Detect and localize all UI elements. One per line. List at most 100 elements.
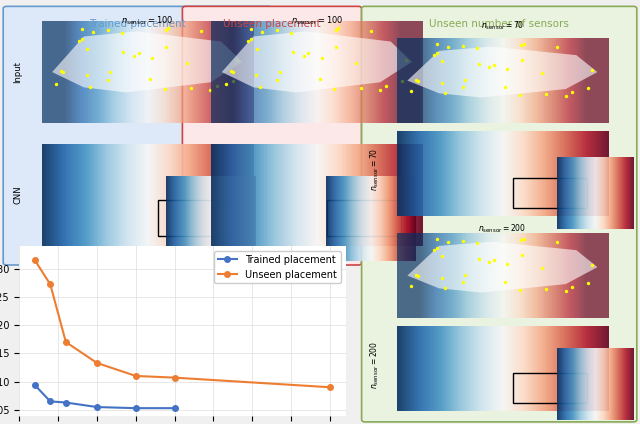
Point (196, 28, 207, 35)
Point (351, 60, 362, 67)
Point (583, 280, 593, 287)
Point (212, 83, 222, 89)
Unseen placement (171, 375, 179, 380)
Point (484, 64, 495, 71)
Point (316, 55, 326, 61)
Point (88, 29, 98, 36)
Trained placement (93, 404, 100, 410)
Point (537, 265, 547, 272)
Point (413, 77, 424, 84)
Point (366, 28, 376, 35)
Point (516, 251, 527, 258)
Point (502, 65, 512, 72)
Point (288, 49, 298, 56)
Point (472, 240, 482, 247)
Point (561, 287, 571, 294)
Point (145, 76, 155, 83)
Text: Unseen number of sensors: Unseen number of sensors (429, 19, 569, 29)
Point (330, 26, 340, 33)
Point (406, 282, 417, 289)
Point (58, 69, 68, 75)
Text: CNN: CNN (13, 186, 22, 204)
Point (182, 60, 192, 67)
Point (275, 68, 285, 75)
Unseen placement (62, 340, 70, 345)
Point (458, 279, 468, 286)
Point (225, 67, 236, 74)
Point (116, 30, 127, 36)
Point (102, 27, 113, 33)
Point (437, 253, 447, 259)
Point (440, 89, 451, 96)
Point (432, 50, 442, 56)
Point (460, 272, 470, 279)
Point (437, 80, 447, 86)
Point (474, 256, 484, 262)
Point (541, 91, 552, 98)
Point (516, 42, 526, 49)
Bar (328, 200, 401, 236)
Point (515, 92, 525, 98)
Polygon shape (408, 47, 598, 98)
Text: Trained placement: Trained placement (89, 19, 186, 29)
Text: Input: Input (13, 61, 22, 83)
Unseen placement (132, 374, 140, 379)
Point (411, 76, 421, 83)
Point (82, 72, 92, 79)
Trained placement (47, 399, 54, 404)
Text: $n_{\mathrm{sensor}} = 70$: $n_{\mathrm{sensor}} = 70$ (481, 19, 524, 32)
Trained placement (31, 382, 38, 388)
Point (333, 25, 343, 32)
Polygon shape (222, 31, 412, 92)
Point (102, 77, 113, 84)
Point (460, 77, 470, 84)
Point (443, 44, 453, 51)
Point (163, 25, 173, 32)
Point (406, 87, 417, 94)
Point (432, 245, 442, 251)
Line: Unseen placement: Unseen placement (32, 257, 333, 390)
Legend: Trained placement, Unseen placement: Trained placement, Unseen placement (214, 251, 340, 283)
Point (161, 26, 171, 33)
Point (432, 236, 442, 243)
Point (432, 41, 442, 47)
Point (537, 70, 547, 77)
Line: Trained placement: Trained placement (32, 382, 177, 411)
Text: $n_{\mathrm{sensor}} = 100$: $n_{\mathrm{sensor}} = 100$ (121, 15, 173, 28)
Point (74, 38, 84, 45)
Point (51, 81, 61, 88)
Point (299, 53, 309, 60)
Point (252, 72, 262, 79)
Point (329, 86, 339, 93)
Point (515, 287, 525, 293)
Text: Unseen placement: Unseen placement (223, 19, 321, 29)
Point (252, 45, 262, 52)
Point (221, 81, 231, 88)
Point (583, 85, 593, 92)
Point (303, 50, 314, 56)
Point (429, 51, 439, 58)
Point (255, 83, 265, 90)
Point (257, 29, 268, 36)
Point (314, 76, 324, 83)
Bar (513, 178, 587, 208)
Point (246, 36, 257, 42)
Trained placement (132, 406, 140, 411)
Point (272, 27, 282, 33)
Point (85, 83, 95, 90)
Point (489, 256, 499, 263)
Point (105, 68, 115, 75)
Point (118, 49, 129, 56)
Text: $n_{\mathrm{sensor}} = 200$: $n_{\mathrm{sensor}} = 200$ (368, 340, 381, 389)
Point (243, 38, 253, 45)
Point (472, 45, 482, 52)
Point (500, 84, 510, 90)
Point (567, 89, 577, 95)
Unseen placement (326, 385, 334, 390)
Point (397, 78, 408, 84)
Point (401, 56, 412, 63)
Point (272, 77, 282, 84)
Point (502, 260, 512, 267)
Unseen placement (93, 360, 100, 365)
Point (82, 45, 92, 52)
